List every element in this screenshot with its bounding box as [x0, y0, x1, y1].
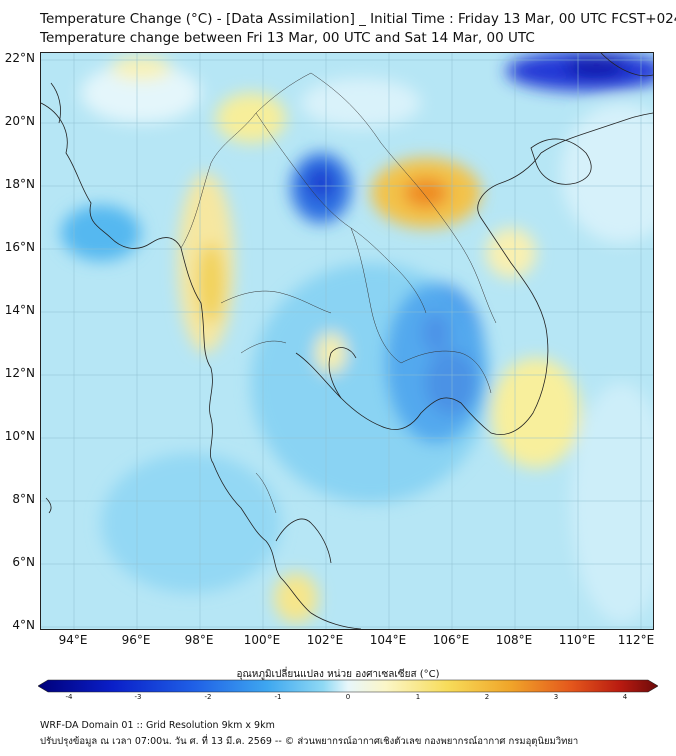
colorbar-title: อุณหภูมิเปลี่ยนแปลง หน่วย องศาเซลเซียส (… — [236, 669, 440, 680]
lat-label-16n: 16°N — [4, 240, 35, 254]
temperature-change-map — [40, 52, 654, 630]
colorbar-tick-3: 3 — [553, 693, 559, 701]
lon-label-94e: 94°E — [58, 633, 88, 647]
lat-label-10n: 10°N — [4, 429, 35, 443]
colorbar — [38, 679, 658, 693]
lat-label-6n: 6°N — [12, 555, 35, 569]
lat-label-20n: 20°N — [4, 114, 35, 128]
coastlines — [41, 53, 653, 629]
colorbar-tick-2: 2 — [484, 693, 490, 701]
lon-label-98e: 98°E — [184, 633, 214, 647]
colorbar-tick-minus2: -2 — [204, 693, 212, 701]
lon-label-108e: 108°E — [495, 633, 533, 647]
colorbar-tick-1: 1 — [415, 693, 421, 701]
colorbar-tick-minus1: -1 — [274, 693, 282, 701]
colorbar-tick-4: 4 — [622, 693, 628, 701]
footer-credits: ปรับปรุงข้อมูล ณ เวลา 07:00น. วัน ศ. ที่… — [40, 736, 579, 747]
lon-label-102e: 102°E — [306, 633, 344, 647]
graticule — [41, 53, 653, 629]
lat-label-8n: 8°N — [12, 492, 35, 506]
map-subtitle: Temperature change between Fri 13 Mar, 0… — [40, 30, 535, 46]
colorbar-tick-minus4: -4 — [65, 693, 73, 701]
map-title: Temperature Change (°C) - [Data Assimila… — [40, 11, 676, 27]
colorbar-tick-minus3: -3 — [134, 693, 142, 701]
lon-label-104e: 104°E — [369, 633, 407, 647]
map-canvas — [41, 53, 653, 629]
lat-label-12n: 12°N — [4, 366, 35, 380]
lon-label-96e: 96°E — [121, 633, 151, 647]
lon-label-112e: 112°E — [617, 633, 655, 647]
lat-label-4n: 4°N — [12, 618, 35, 632]
lat-label-22n: 22°N — [4, 51, 35, 65]
lat-label-14n: 14°N — [4, 303, 35, 317]
lon-label-110e: 110°E — [558, 633, 596, 647]
borders — [180, 72, 497, 514]
lon-label-100e: 100°E — [243, 633, 281, 647]
lat-label-18n: 18°N — [4, 177, 35, 191]
lon-label-106e: 106°E — [432, 633, 470, 647]
colorbar-tick-0: 0 — [345, 693, 351, 701]
footer-model-info: WRF-DA Domain 01 :: Grid Resolution 9km … — [40, 720, 275, 731]
